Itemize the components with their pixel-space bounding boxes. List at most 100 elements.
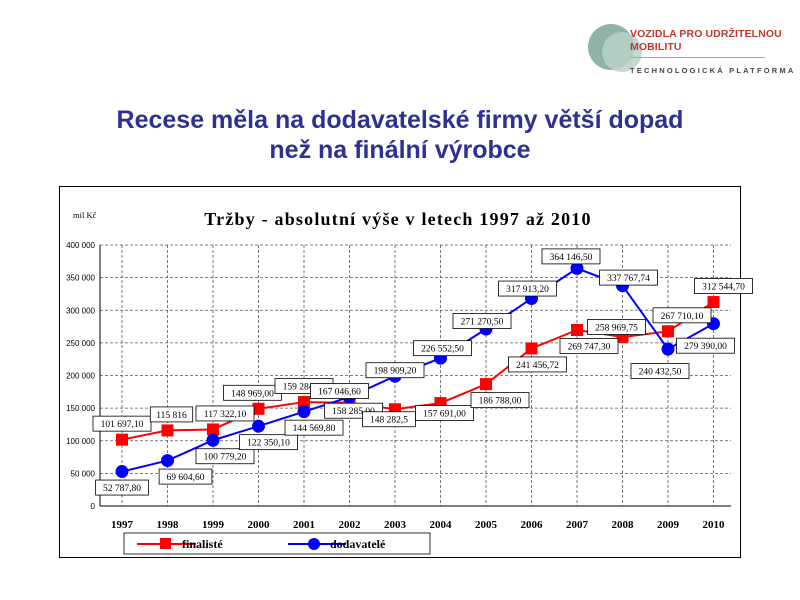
- data-label: 159 284,30: [283, 383, 326, 393]
- data-label-box: [195, 405, 255, 422]
- data-point-dodavatele: [661, 342, 675, 356]
- data-point-dodavatele: [252, 419, 265, 433]
- y-tick-label: 200 000: [66, 372, 95, 381]
- logo-divider: [630, 57, 765, 58]
- data-point-dodavatele: [161, 454, 174, 468]
- data-label: 100 779,20: [204, 453, 247, 463]
- data-label: 158 285,00: [332, 407, 375, 417]
- x-tick-label: 2008: [612, 519, 635, 531]
- x-tick-label: 2000: [248, 519, 271, 531]
- x-tick-label: 1997: [111, 519, 134, 531]
- data-label-box: [470, 392, 530, 409]
- data-point-dodavatele: [570, 261, 584, 275]
- data-label-box: [508, 356, 567, 373]
- y-tick-label: 0: [91, 502, 96, 511]
- legend-box: [123, 532, 431, 555]
- data-label: 312 544,70: [702, 283, 745, 293]
- data-label: 69 604,60: [167, 473, 205, 483]
- x-tick-label: 2003: [384, 519, 407, 531]
- logo-line-1: VOZIDLA PRO UDRŽITELNOU: [630, 28, 782, 40]
- y-tick-label: 250 000: [66, 339, 95, 348]
- x-tick-label: 2004: [430, 519, 453, 531]
- data-label: 337 767,74: [607, 274, 650, 284]
- data-label: 122 350,10: [247, 439, 290, 449]
- data-label: 198 909,20: [374, 367, 417, 377]
- data-label: 52 787,80: [103, 484, 141, 494]
- data-label: 317 913,20: [506, 285, 549, 295]
- y-tick-label: 350 000: [66, 274, 95, 283]
- x-tick-label: 2001: [293, 519, 315, 531]
- y-tick-label: 300 000: [66, 306, 95, 315]
- data-label-box: [676, 337, 735, 354]
- data-label: 144 569,80: [293, 424, 336, 434]
- data-label: 117 322,10: [204, 410, 247, 420]
- data-point-finaliste: [480, 378, 492, 391]
- data-label: 101 697,10: [101, 420, 144, 430]
- logo-line-3: TECHNOLOGICKÁ PLATFORMA: [630, 66, 796, 75]
- data-label: 148 282,5: [370, 416, 408, 426]
- data-label: 258 969,75: [595, 324, 638, 334]
- data-label: 267 710,10: [661, 312, 704, 322]
- x-tick-label: 2009: [657, 519, 680, 531]
- data-label: 240 432,50: [639, 368, 682, 378]
- data-label-box: [498, 280, 557, 297]
- x-tick-label: 2005: [475, 519, 498, 531]
- x-tick-label: 2007: [566, 519, 589, 531]
- data-label: 269 747,30: [568, 342, 611, 352]
- y-axis-unit-label: mil Kč: [73, 210, 97, 220]
- data-label-box: [630, 363, 690, 380]
- data-point-finaliste: [707, 296, 720, 309]
- slide-title: Recese měla na dodavatelské firmy větší …: [0, 105, 800, 165]
- data-label: 186 788,00: [479, 397, 522, 407]
- data-label-box: [541, 248, 601, 265]
- data-point-finaliste: [116, 433, 128, 446]
- data-label: 157 691,00: [423, 410, 466, 420]
- data-point-dodavatele: [115, 465, 129, 479]
- x-tick-label: 2002: [339, 519, 362, 531]
- slide-title-line-2: než na finální výrobce: [269, 136, 531, 164]
- x-tick-label: 2006: [521, 519, 544, 531]
- slide-title-line-1: Recese měla na dodavatelské firmy větší …: [116, 106, 684, 134]
- data-label-box: [452, 313, 512, 329]
- data-label: 279 390,00: [684, 342, 727, 352]
- data-label-box: [149, 406, 194, 423]
- data-point-finaliste: [298, 396, 310, 409]
- logo-line-2: MOBILITU: [630, 41, 682, 53]
- y-tick-label: 400 000: [66, 241, 95, 250]
- y-tick-label: 100 000: [66, 437, 95, 446]
- legend-label-finaliste: finalisté: [182, 537, 223, 551]
- data-label-box: [158, 468, 213, 485]
- y-tick-label: 150 000: [66, 404, 95, 413]
- x-tick-label: 1998: [157, 519, 180, 531]
- data-label-box: [599, 269, 658, 286]
- data-label: 148 969,00: [231, 389, 274, 399]
- data-label: 271 270,50: [461, 317, 504, 327]
- data-label-box: [415, 405, 474, 422]
- data-point-finaliste: [571, 323, 583, 336]
- data-label-box: [195, 448, 255, 465]
- data-label-box: [413, 340, 472, 357]
- x-tick-label: 2010: [703, 519, 726, 531]
- data-point-finaliste: [252, 402, 265, 415]
- legend-label-dodavatele: dodavatelé: [330, 537, 386, 551]
- data-point-dodavatele: [297, 405, 311, 419]
- legend-marker-finaliste: [160, 538, 171, 549]
- platform-logo: VOZIDLA PRO UDRŽITELNOU MOBILITU TECHNOL…: [588, 22, 793, 84]
- data-label: 241 456,72: [516, 361, 559, 371]
- data-label-box: [92, 415, 152, 432]
- data-label-box: [310, 383, 369, 399]
- data-label: 226 552,50: [421, 345, 464, 355]
- y-tick-label: 50 000: [71, 469, 96, 478]
- data-point-dodavatele: [206, 433, 220, 447]
- data-label-box: [559, 338, 619, 354]
- data-label-box: [587, 319, 646, 335]
- data-label-box: [694, 278, 753, 294]
- data-label-box: [284, 419, 344, 436]
- data-label: 167 046,60: [318, 388, 361, 398]
- data-label: 364 146,50: [550, 253, 593, 263]
- chart-title: Tržby - absolutní výše v letech 1997 až …: [204, 209, 591, 229]
- data-label-box: [365, 362, 425, 379]
- data-point-finaliste: [161, 424, 174, 437]
- data-label-box: [239, 434, 298, 451]
